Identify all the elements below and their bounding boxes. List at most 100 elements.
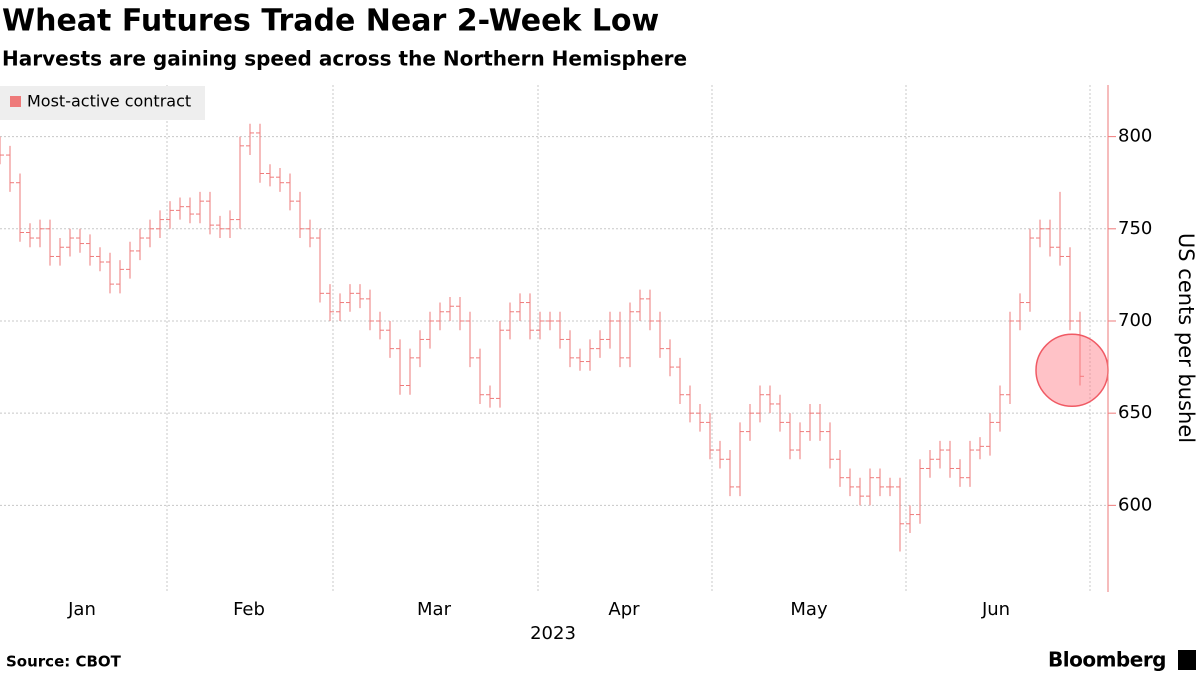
ohlc-bar [636,289,644,321]
ohlc-bar [746,403,754,441]
ohlc-bar [16,173,24,242]
ohlc-bar [346,284,354,312]
ohlc-bar [516,293,524,321]
ohlc-bar [66,228,74,257]
ohlc-bar [166,201,174,229]
y-tick-label: 800 [1118,126,1152,147]
ohlc-bar [296,191,304,239]
ohlc-bar [986,413,994,456]
ohlc-bar [846,468,854,497]
ohlc-bar [206,191,214,235]
ohlc-bar [356,284,364,309]
ohlc-bar [866,468,874,506]
ohlc-bar [856,477,864,506]
y-tick-label: 600 [1118,494,1152,515]
ohlc-bar [106,252,114,294]
ohlc-bar [1026,228,1034,312]
ohlc-bar [476,348,484,404]
ohlc-bar [0,136,4,165]
ohlc-bar [956,459,964,487]
ohlc-bar [996,385,1004,432]
ohlc-bar [646,289,654,331]
ohlc-bar [716,440,724,469]
grid [0,85,1108,592]
ohlc-bar [616,311,624,368]
ohlc-bar [436,302,444,331]
chart-subtitle: Harvests are gaining speed across the No… [2,47,687,71]
ohlc-bar [326,284,334,321]
ohlc-bar [826,422,834,469]
ohlc-bar [816,403,824,441]
ohlc-bar [6,145,14,192]
ohlc-bar [86,234,94,266]
ohlc-bar [1046,219,1054,257]
ohlc-bar [486,385,494,408]
ohlc-bar [456,297,464,331]
ohlc-bar [1036,219,1044,248]
y-tick-label: 650 [1118,402,1152,423]
ohlc-bar [236,136,244,229]
ohlc-bar [386,320,394,358]
ohlc-bar [576,348,584,371]
ohlc-bar [556,311,564,349]
ohlc-bar [936,440,944,469]
ohlc-bar [786,413,794,460]
ohlc-bar [286,173,294,211]
ohlc-bar [446,297,454,321]
ohlc-bar [56,238,64,266]
x-tick-label: May [790,599,828,620]
ohlc-bar [906,505,914,534]
y-tick-label: 700 [1118,310,1152,331]
ohlc-bar [656,311,664,358]
ohlc-bar [976,437,984,460]
ohlc-bar [626,302,634,368]
ohlc-bar [536,311,544,340]
ohlc-bar [506,302,514,340]
ohlc-bar [756,385,764,423]
ohlc-bar [406,348,414,395]
ohlc-bar [806,403,814,441]
ohlc-bar [76,228,84,253]
ohlc-bar [1066,247,1074,331]
ohlc-bar [306,219,314,248]
ohlc-bar [316,228,324,303]
ohlc-bar [926,450,934,478]
ohlc-bar [966,440,974,487]
ohlc-bar [366,289,374,331]
ohlc-bar [256,123,264,183]
y-tick-label: 750 [1118,218,1152,239]
legend-label: Most-active contract [27,92,191,111]
x-tick-label: Mar [417,599,452,620]
x-tick-label: Apr [608,599,640,620]
x-tick-label: Feb [233,599,265,620]
ohlc-bar [146,219,154,248]
ohlc-bar [216,215,224,239]
ohlc-bar [606,311,614,349]
ohlc-bar [896,477,904,552]
brand: Bloomberg [1048,648,1166,672]
ohlc-bar [726,450,734,497]
ohlc-bar [26,223,34,248]
ohlc-bar [176,197,184,220]
source: Source: CBOT [6,653,122,671]
x-tick-label: Jun [981,599,1010,620]
ohlc-bar [96,247,104,272]
ohlc-bar [676,357,684,404]
ohlc-bar [336,293,344,321]
brand-icon [1178,650,1196,670]
ohlc-bar [596,330,604,358]
y-axis-label: US cents per bushel [1174,233,1198,443]
ohlc-bar [1056,191,1064,266]
ohlc-bar [836,450,844,487]
ohlc-bar [526,293,534,340]
ohlc-bar [796,422,804,460]
ohlc-bar [136,228,144,261]
ohlc-bar [246,123,254,156]
ohlc-bar [46,219,54,266]
ohlc-bar [766,385,774,414]
marks [0,123,1109,552]
ohlc-bar [686,385,694,423]
ohlc-bar [876,468,884,497]
ohlc-bar [566,330,574,368]
